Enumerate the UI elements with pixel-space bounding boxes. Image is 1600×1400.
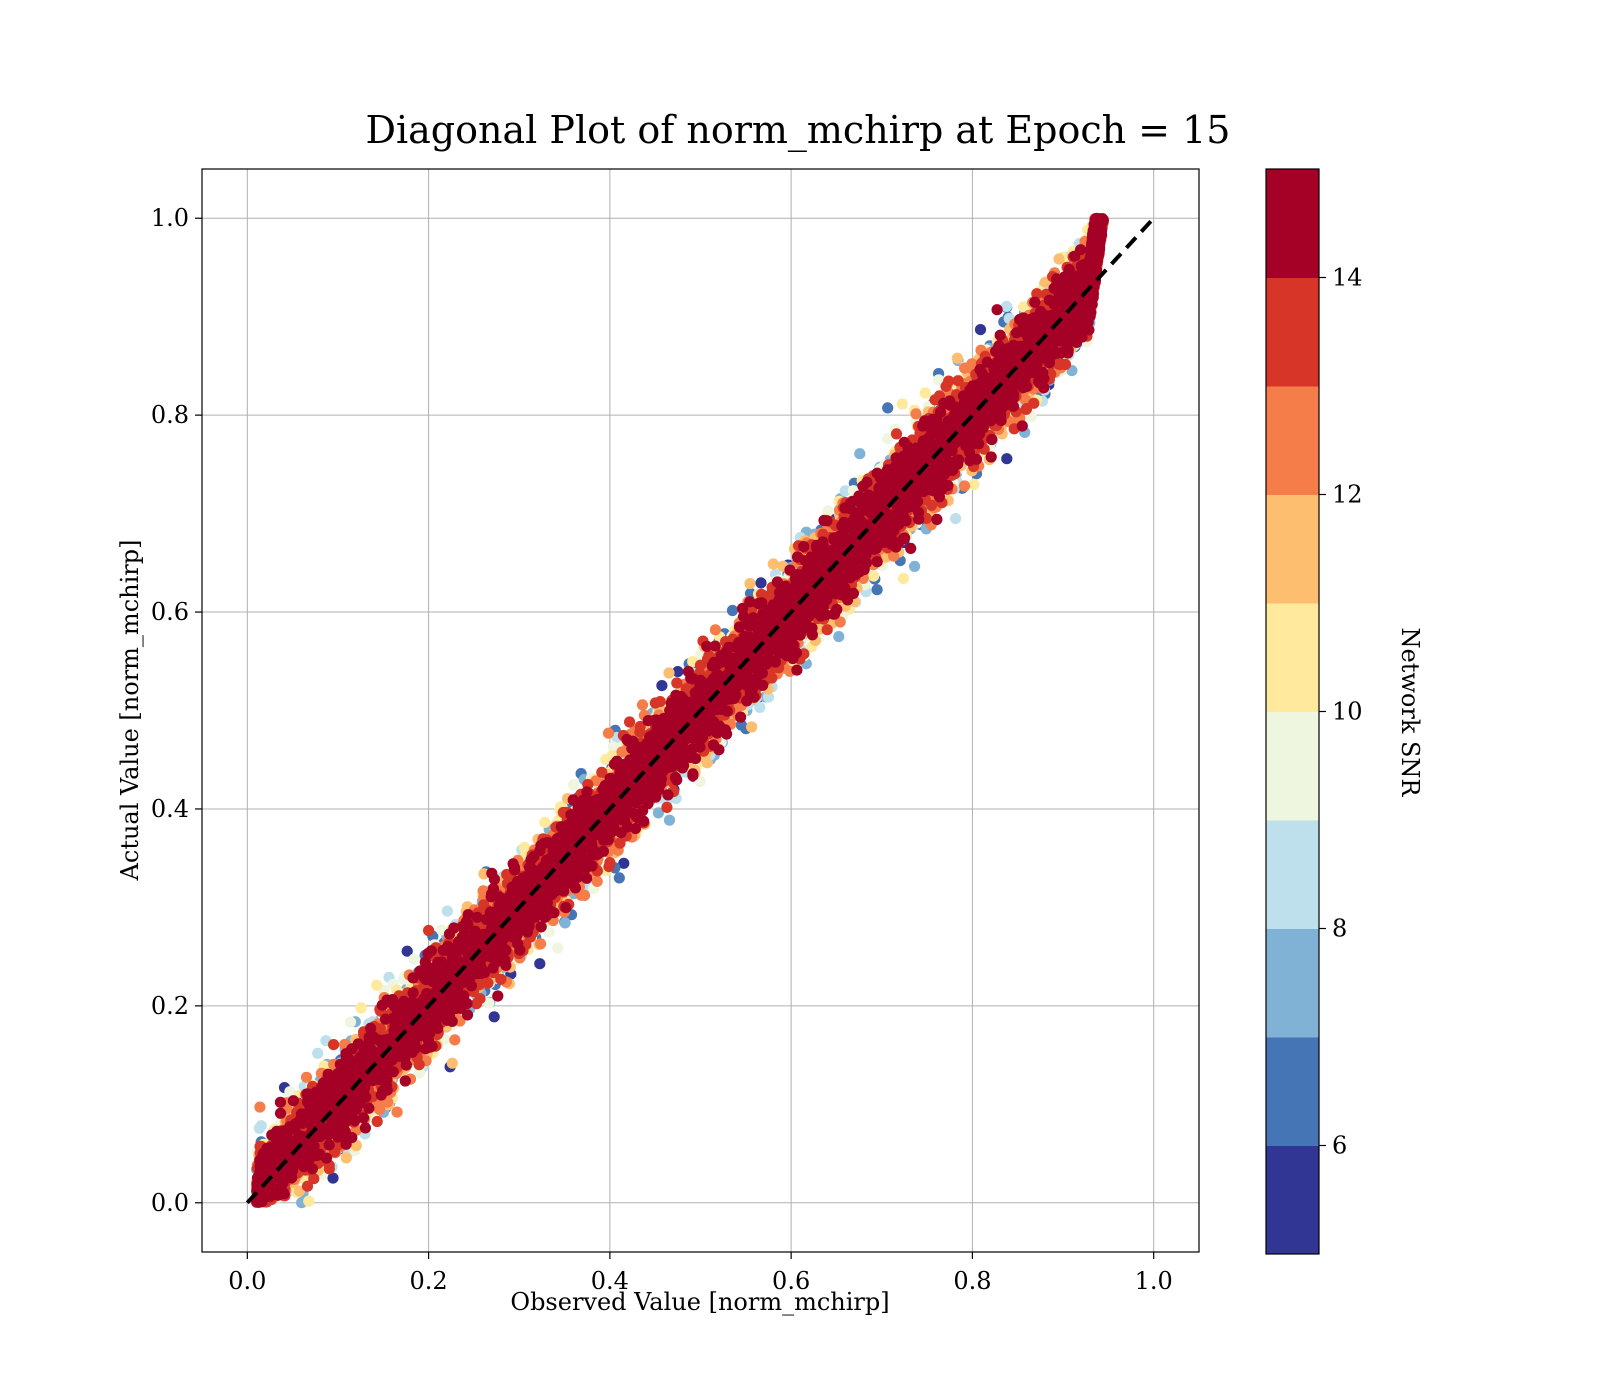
data-point — [408, 953, 420, 965]
data-point — [652, 807, 665, 819]
data-point — [839, 485, 851, 497]
data-point — [401, 945, 413, 957]
scatter-points — [250, 212, 1110, 1209]
data-point — [882, 402, 894, 414]
data-point — [255, 1120, 267, 1132]
data-point — [897, 572, 910, 585]
data-point — [441, 905, 453, 917]
data-point — [303, 1195, 315, 1207]
data-point — [754, 701, 766, 714]
data-point — [312, 1047, 324, 1059]
grid — [202, 169, 1199, 1252]
data-point — [672, 666, 684, 678]
data-point — [371, 979, 383, 991]
data-point — [1000, 300, 1013, 312]
chart-title: Diagonal Plot of norm_mchirp at Epoch = … — [366, 108, 1231, 153]
data-point — [726, 604, 739, 617]
data-point — [868, 570, 880, 582]
data-point — [327, 1172, 339, 1184]
data-point — [933, 374, 945, 386]
data-point — [519, 841, 531, 854]
data-point — [488, 1011, 500, 1023]
data-point — [896, 398, 908, 410]
data-point — [909, 560, 921, 573]
data-point — [744, 587, 757, 600]
data-point — [344, 1016, 357, 1028]
data-point — [568, 779, 580, 791]
data-point — [833, 631, 845, 643]
data-point — [483, 997, 495, 1009]
data-point — [663, 814, 676, 826]
data-point — [414, 1067, 426, 1079]
data-point — [539, 816, 551, 829]
data-point — [919, 387, 931, 399]
data-point — [543, 926, 555, 938]
data-point — [950, 513, 962, 525]
data-point — [1001, 453, 1013, 465]
data-point — [618, 857, 630, 869]
data-point — [871, 584, 883, 596]
data-point — [882, 433, 894, 445]
data-point — [1018, 301, 1030, 313]
data-point — [656, 680, 668, 692]
data-point — [762, 691, 775, 703]
data-point — [284, 1086, 296, 1098]
data-point — [854, 448, 866, 460]
data-point — [559, 917, 571, 929]
data-point — [755, 577, 767, 589]
data-point — [974, 324, 987, 336]
data-point — [355, 1002, 367, 1014]
data-point — [613, 872, 625, 884]
data-point — [534, 958, 546, 970]
data-point — [552, 942, 564, 954]
